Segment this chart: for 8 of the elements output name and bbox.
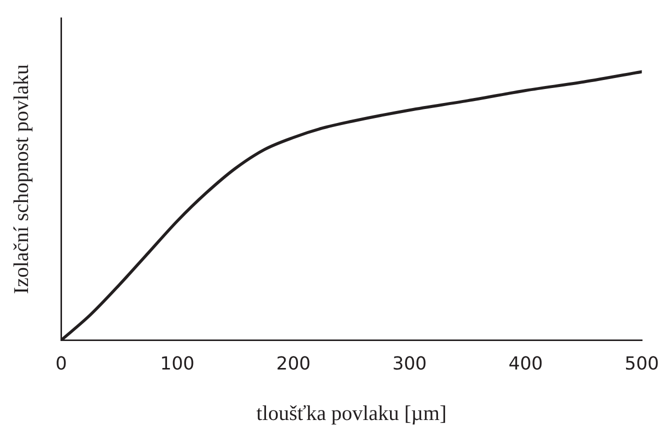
x-tick-label: 200 <box>276 354 311 375</box>
x-tick-label: 300 <box>392 354 427 375</box>
y-axis-title: Izolační schopnost povlaku <box>9 64 34 294</box>
x-tick-label: 100 <box>160 354 195 375</box>
x-axis-title: tloušťka povlaku [µm] <box>256 400 447 425</box>
x-tick-label: 500 <box>624 354 659 375</box>
x-tick-label: 400 <box>508 354 543 375</box>
x-tick-label: 0 <box>55 354 67 375</box>
